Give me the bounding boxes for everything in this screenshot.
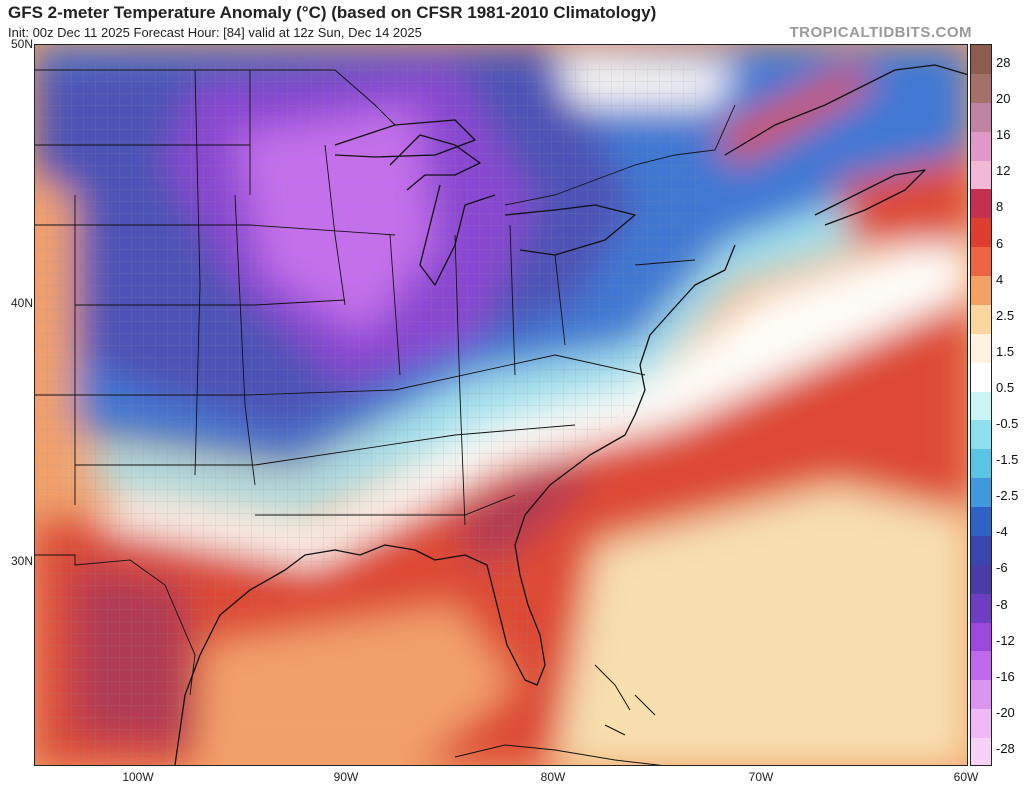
colorbar-segment	[971, 738, 991, 765]
colorbar-tick-label: 16	[996, 127, 1011, 143]
colorbar-tick-label: -12	[996, 632, 1015, 648]
colorbar-segment	[971, 478, 991, 508]
map-subtitle: Init: 00z Dec 11 2025 Forecast Hour: [84…	[8, 25, 422, 40]
colorbar-segment	[971, 304, 991, 335]
bahamas	[594, 664, 656, 736]
colorbar-tick-label: -28	[996, 741, 1015, 756]
colorbar-tick-label: -0.5	[996, 416, 1019, 432]
colorbar-tick-label: -1.5	[996, 452, 1019, 468]
colorbar-segment	[971, 564, 991, 595]
brand-watermark[interactable]: TROPICALTIDBITS.COM	[789, 24, 972, 41]
colorbar-segment	[971, 333, 991, 364]
colorbar-segment	[971, 651, 991, 681]
colorbar-tick-label: -16	[996, 668, 1015, 684]
colorbar-tick-label: -8	[996, 596, 1008, 612]
canada-border	[35, 69, 736, 206]
canada-coast	[724, 64, 967, 156]
lat-label-50n: 50N	[10, 37, 33, 51]
colorbar-segment	[971, 131, 991, 161]
lon-label-70w: 70W	[748, 770, 774, 784]
colorbar	[970, 44, 992, 766]
caribbean-islands	[454, 664, 663, 765]
colorbar-segment	[971, 73, 991, 104]
colorbar-segment	[971, 709, 991, 739]
colorbar-segment	[971, 218, 991, 248]
colorbar-segment	[971, 362, 991, 393]
anomaly-map[interactable]	[34, 44, 968, 766]
anomaly-maritime-warm	[835, 155, 967, 245]
colorbar-tick-label: 28	[996, 55, 1011, 70]
colorbar-tick-label: -20	[996, 704, 1015, 720]
colorbar-segment	[971, 622, 991, 652]
colorbar-tick-label: 1.5	[996, 343, 1015, 359]
colorbar-segment	[971, 680, 991, 710]
nova-scotia	[814, 169, 926, 226]
colorbar-tick-label: 0.5	[996, 379, 1015, 395]
anomaly-neutral-band	[105, 225, 967, 565]
colorbar-tick-label: 20	[996, 91, 1011, 107]
colorbar-tick-label: 4	[996, 271, 1004, 287]
colorbar-segment	[971, 391, 991, 421]
cuba	[454, 744, 663, 765]
interior-borders-ns	[74, 69, 566, 526]
colorbar-segment	[971, 420, 991, 450]
lon-label-60w: 60W	[953, 770, 979, 784]
lat-label-40n: 40N	[10, 296, 33, 310]
colorbar-segment	[971, 189, 991, 219]
colorbar-tick-label: -4	[996, 524, 1008, 540]
interior-borders-ew	[35, 144, 696, 516]
colorbar-segment	[971, 102, 991, 133]
colorbar-segment	[971, 276, 991, 306]
colorbar-segment	[971, 449, 991, 479]
anomaly-mild-gulf	[195, 605, 515, 765]
colorbar-segment	[971, 593, 991, 624]
colorbar-tick-label: 12	[996, 163, 1011, 179]
anomaly-mild-atlantic	[555, 485, 967, 765]
colorbar-tick-label: -6	[996, 560, 1008, 576]
lat-label-30n: 30N	[10, 554, 33, 568]
colorbar-segment	[971, 45, 991, 75]
colorbar-segment	[971, 535, 991, 566]
colorbar-tick-label: 2.5	[996, 307, 1015, 323]
mexico-border	[35, 554, 196, 696]
anomaly-cool-band	[95, 165, 967, 515]
lon-label-100w: 100W	[122, 770, 154, 784]
colorbar-tick-label: 6	[996, 235, 1004, 251]
anomaly-warm-streak-canada	[715, 65, 875, 165]
colorbar-tick-label: 8	[996, 199, 1004, 215]
colorbar-tick-label: -2.5	[996, 488, 1019, 504]
state-borders	[35, 69, 736, 696]
colorbar-segment	[971, 247, 991, 277]
colorbar-segment	[971, 160, 991, 190]
county-lines	[35, 65, 705, 765]
colorbar-segment	[971, 507, 991, 537]
lon-label-80w: 80W	[540, 770, 566, 784]
map-title: GFS 2-meter Temperature Anomaly (°C) (ba…	[8, 3, 657, 22]
lon-label-90w: 90W	[333, 770, 359, 784]
us-east-coast	[174, 244, 736, 765]
anomaly-map-svg	[35, 45, 967, 765]
